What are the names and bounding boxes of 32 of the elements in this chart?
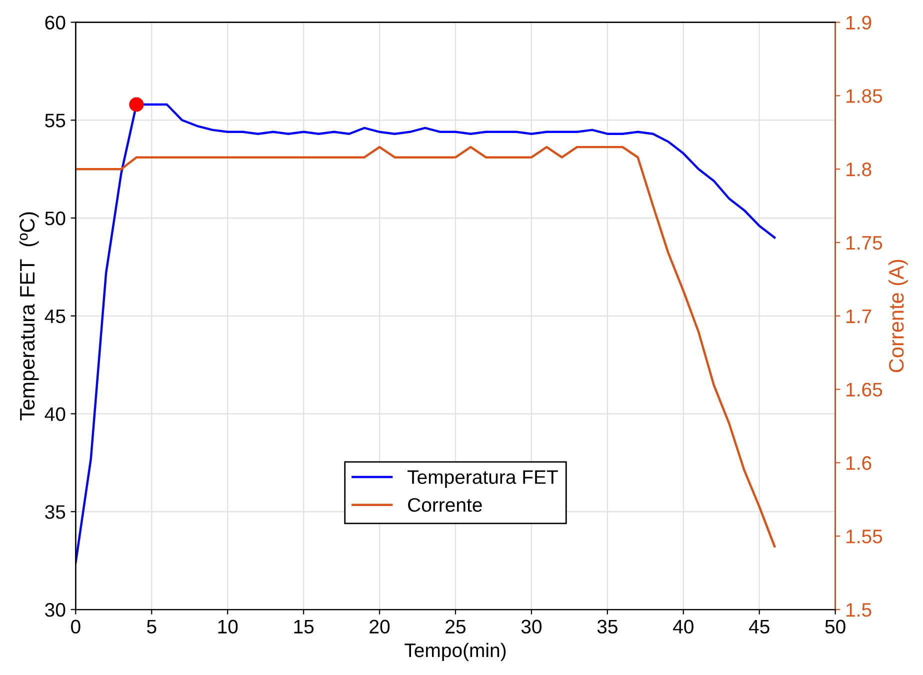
y-tick-label: 40 (44, 407, 66, 422)
legend-label: Corrente (408, 498, 482, 512)
y-tick-label: 55 (45, 114, 66, 128)
x-tick-label: 15 (294, 620, 314, 634)
y-tick-label: 60 (45, 16, 66, 30)
y-tick-label: 50 (45, 211, 66, 226)
x-tick-label: 10 (218, 620, 238, 634)
y2-tick-label: 1.55 (846, 530, 882, 544)
x-tick-label: 50 (825, 620, 846, 634)
x-tick-label: 40 (673, 620, 694, 634)
y2-tick-label: 1.85 (846, 89, 882, 103)
x-tick-label: 20 (370, 620, 390, 634)
x-tick-label: 35 (597, 620, 618, 634)
y2-tick-label: 1.7 (846, 310, 872, 323)
y-axis-title: Temperatura FET (ºC) (19, 212, 39, 420)
x-axis-title: Tempo(min) (404, 642, 506, 662)
x-tick-label: 45 (748, 620, 770, 634)
y-tick-label: 45 (44, 310, 66, 324)
y2-tick-label: 1.6 (846, 456, 872, 470)
y2-tick-label: 1.9 (846, 16, 872, 30)
legend-label: Temperatura FET (408, 470, 558, 488)
y2-tick-label: 1.8 (846, 162, 872, 176)
y2-tick-label: 1.5 (846, 603, 872, 617)
x-tick-label: 0 (71, 620, 80, 634)
y2-axis-title: Corrente (A) (888, 260, 908, 372)
y-tick-label: 35 (45, 505, 66, 519)
y-tick-label: 30 (45, 602, 66, 617)
y2-tick-label: 1.65 (846, 382, 882, 397)
x-tick-label: 30 (521, 620, 542, 634)
x-tick-label: 25 (446, 620, 466, 634)
y2-tick-label: 1.75 (846, 236, 882, 250)
x-tick-label: 5 (147, 620, 156, 634)
